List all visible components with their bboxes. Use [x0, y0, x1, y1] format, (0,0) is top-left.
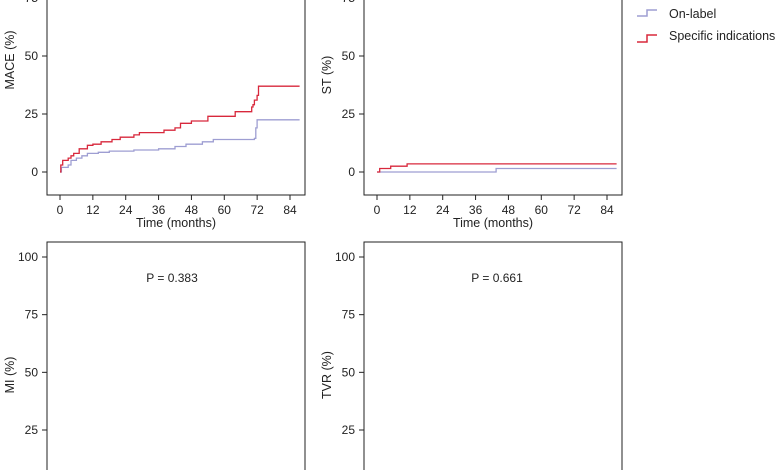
- y-axis-title-mace: MACE (%): [3, 30, 17, 89]
- panel-mi: 25 50 75 100 MI (%) P = 0.383: [3, 241, 306, 470]
- y-tick-label-st-50: 50: [342, 49, 356, 63]
- x-tick-label-mace-84: 84: [283, 203, 297, 217]
- panel-tvr: 25 50 75 100 TVR (%) P = 0.661: [320, 241, 623, 470]
- series-line-mace-on-label: [60, 119, 300, 173]
- legend-swatch-on-label: [637, 9, 657, 17]
- legend-label-specific-indications: Specific indications: [669, 29, 775, 43]
- y-tick-label-mace-25: 25: [25, 107, 39, 121]
- x-tick-label-st-72: 72: [567, 203, 581, 217]
- y-tick-label-mace-50: 50: [25, 49, 39, 63]
- x-tick-label-st-60: 60: [535, 203, 549, 217]
- x-tick-label-st-48: 48: [502, 203, 516, 217]
- y-axis-title-tvr: TVR (%): [320, 351, 334, 399]
- legend: On-label Specific indications: [637, 7, 775, 43]
- plot-frame-st: [363, 0, 623, 196]
- x-tick-label-mace-36: 36: [152, 203, 166, 217]
- series-line-mace-specific-indications: [60, 85, 300, 173]
- p-value-mi: P = 0.383: [146, 271, 198, 285]
- legend-label-on-label: On-label: [669, 7, 716, 21]
- y-tick-label-mi-50: 50: [25, 365, 39, 379]
- x-tick-label-st-12: 12: [403, 203, 417, 217]
- plot-frame-mace: [46, 0, 306, 196]
- y-axis-title-mi: MI (%): [3, 357, 17, 394]
- x-tick-label-mace-12: 12: [86, 203, 100, 217]
- legend-swatch-specific-indications: [637, 34, 657, 43]
- y-tick-label-tvr-50: 50: [342, 365, 356, 379]
- y-tick-label-tvr-25: 25: [342, 423, 356, 437]
- x-tick-label-st-36: 36: [469, 203, 483, 217]
- y-tick-label-st-75: 75: [342, 0, 356, 5]
- panel-mace: 0 25 50 75 MACE (%) 0 12 24 36 48 60 72 84 Time (mont…: [3, 0, 306, 230]
- y-tick-label-mi-75: 75: [25, 308, 39, 322]
- series-line-st-on-label: [377, 167, 617, 173]
- x-tick-label-mace-24: 24: [119, 203, 133, 217]
- x-tick-label-mace-48: 48: [185, 203, 199, 217]
- p-value-tvr: P = 0.661: [471, 271, 523, 285]
- y-tick-label-st-25: 25: [342, 107, 356, 121]
- x-tick-label-st-0: 0: [374, 203, 381, 217]
- plot-frame-tvr: [363, 241, 623, 470]
- x-tick-label-mace-60: 60: [218, 203, 232, 217]
- x-axis-title-mace: Time (months): [136, 216, 216, 230]
- y-tick-label-mace-75: 75: [25, 0, 39, 5]
- plot-frame-mi: [46, 241, 306, 470]
- y-tick-label-st-0: 0: [348, 165, 355, 179]
- x-tick-label-st-24: 24: [436, 203, 450, 217]
- series-line-st-specific-indications: [377, 163, 617, 173]
- y-tick-label-tvr-100: 100: [335, 250, 355, 264]
- x-tick-label-mace-0: 0: [57, 203, 64, 217]
- y-tick-label-tvr-75: 75: [342, 308, 356, 322]
- x-tick-label-mace-72: 72: [250, 203, 264, 217]
- y-tick-label-mi-25: 25: [25, 423, 39, 437]
- y-axis-title-st: ST (%): [320, 56, 334, 95]
- y-tick-label-mace-0: 0: [31, 165, 38, 179]
- panels: 0 25 50 75 MACE (%) 0 12 24 36 48 60 72 84 Time (mont…: [3, 0, 623, 470]
- x-axis-title-st: Time (months): [453, 216, 533, 230]
- x-tick-label-st-84: 84: [600, 203, 614, 217]
- panel-st: 0 25 50 75 ST (%) 0 12 24 36 48 60 72 84 Time (months…: [320, 0, 623, 230]
- y-tick-label-mi-100: 100: [18, 250, 38, 264]
